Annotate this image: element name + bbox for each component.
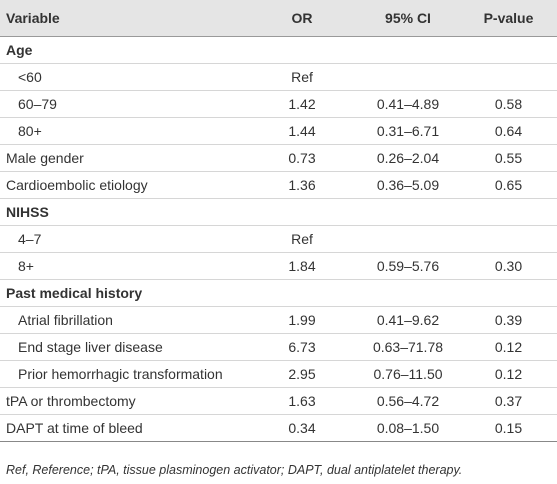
- p-value-cell: 0.65: [494, 177, 523, 193]
- variable-cell: End stage liver disease: [18, 339, 163, 355]
- data-row: 80+ 1.44 0.31–6.71 0.64: [0, 118, 557, 145]
- section-row: Past medical history: [0, 280, 557, 307]
- variable-cell: tPA or thrombectomy: [6, 393, 136, 409]
- header-cell: P-value: [483, 10, 534, 26]
- ci-cell: 0.36–5.09: [376, 177, 440, 193]
- or-cell: 1.84: [288, 258, 316, 274]
- or-cell: 1.42: [288, 96, 316, 112]
- variable-cell: 4–7: [18, 231, 42, 247]
- p-value-cell: 0.12: [494, 366, 523, 382]
- data-row: End stage liver disease 6.73 0.63–71.78 0.1…: [0, 334, 557, 361]
- p-value-cell: 0.15: [494, 420, 523, 436]
- variable-cell: NIHSS: [6, 204, 49, 220]
- variable-cell: <60: [18, 69, 42, 85]
- variable-cell: Atrial fibrillation: [18, 312, 113, 328]
- section-row: NIHSS: [0, 199, 557, 226]
- p-value-cell: 0.55: [494, 150, 523, 166]
- data-row: Cardioembolic etiology 1.36 0.36–5.09 0.65: [0, 172, 557, 199]
- or-cell: 1.36: [288, 177, 316, 193]
- data-row: 60–79 1.42 0.41–4.89 0.58: [0, 91, 557, 118]
- data-row: Atrial fibrillation 1.99 0.41–9.62 0.39: [0, 307, 557, 334]
- ci-cell: 0.59–5.76: [376, 258, 440, 274]
- variable-cell: Past medical history: [6, 285, 143, 301]
- ci-cell: 0.31–6.71: [376, 123, 440, 139]
- data-row: 8+ 1.84 0.59–5.76 0.30: [0, 253, 557, 280]
- header-row: Variable OR 95% CI P-value: [0, 0, 557, 37]
- p-value-cell: 0.37: [494, 393, 523, 409]
- ci-cell: 0.63–71.78: [372, 339, 444, 355]
- ci-cell: 0.26–2.04: [376, 150, 440, 166]
- or-cell: 2.95: [288, 366, 316, 382]
- or-cell: Ref: [291, 69, 313, 85]
- p-value-cell: 0.30: [494, 258, 523, 274]
- header-cell: 95% CI: [385, 10, 431, 26]
- p-value-cell: 0.12: [494, 339, 523, 355]
- ci-cell: 0.56–4.72: [376, 393, 440, 409]
- data-row: Prior hemorrhagic transformation 2.95 0.76…: [0, 361, 557, 388]
- p-value-cell: 0.64: [494, 123, 523, 139]
- ci-cell: 0.41–9.62: [376, 312, 440, 328]
- ci-cell: 0.41–4.89: [376, 96, 440, 112]
- data-row: DAPT at time of bleed 0.34 0.08–1.50 0.15: [0, 415, 557, 442]
- or-cell: 1.44: [288, 123, 316, 139]
- or-cell: Ref: [291, 231, 313, 247]
- section-row: Age: [0, 37, 557, 64]
- ci-cell: 0.08–1.50: [376, 420, 440, 436]
- data-row: <60 Ref: [0, 64, 557, 91]
- or-cell: 6.73: [288, 339, 316, 355]
- ci-cell: 0.76–11.50: [373, 366, 443, 382]
- footnote: Ref, Reference; tPA, tissue plasminogen …: [6, 463, 463, 477]
- header-cell: Variable: [6, 10, 60, 26]
- or-cell: 1.99: [288, 312, 316, 328]
- data-row: tPA or thrombectomy 1.63 0.56–4.72 0.37: [0, 388, 557, 415]
- variable-cell: Prior hemorrhagic transformation: [18, 366, 223, 382]
- or-cell: 0.73: [288, 150, 316, 166]
- variable-cell: Cardioembolic etiology: [6, 177, 148, 193]
- data-row: 4–7 Ref: [0, 226, 557, 253]
- variable-cell: 60–79: [18, 96, 57, 112]
- data-row: Male gender 0.73 0.26–2.04 0.55: [0, 145, 557, 172]
- p-value-cell: 0.58: [494, 96, 523, 112]
- header-cell: OR: [291, 10, 313, 26]
- variable-cell: 8+: [18, 258, 34, 274]
- or-cell: 0.34: [288, 420, 316, 436]
- p-value-cell: 0.39: [494, 312, 523, 328]
- variable-cell: Male gender: [6, 150, 84, 166]
- or-cell: 1.63: [288, 393, 316, 409]
- variable-cell: DAPT at time of bleed: [6, 420, 143, 436]
- variable-cell: Age: [6, 42, 33, 58]
- variable-cell: 80+: [18, 123, 42, 139]
